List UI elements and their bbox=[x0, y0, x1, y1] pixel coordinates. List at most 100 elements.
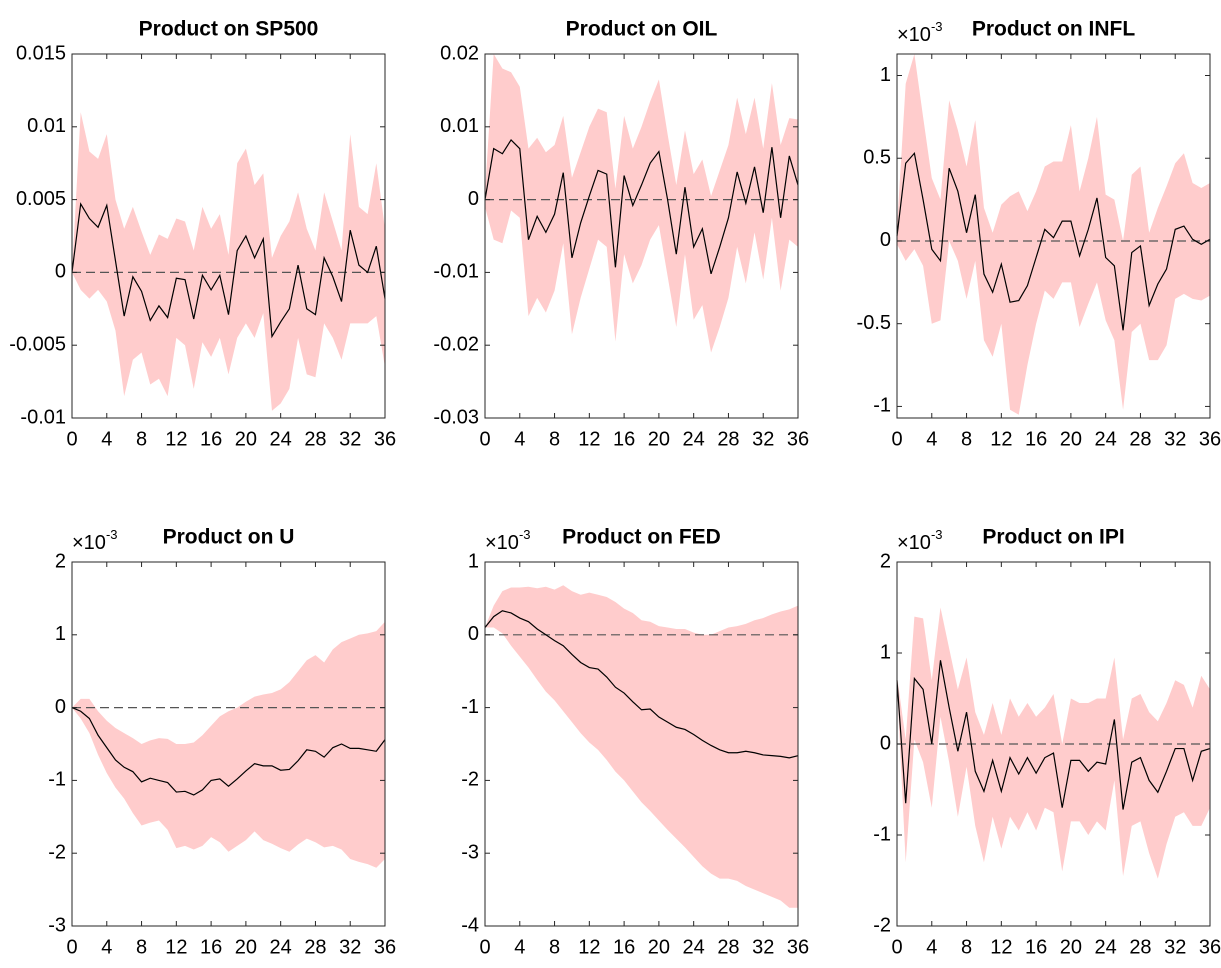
impulse-line bbox=[71, 202, 386, 339]
x-tick-label: 12 bbox=[165, 428, 187, 450]
x-tick-label: 36 bbox=[374, 428, 396, 450]
confidence-band bbox=[485, 54, 798, 353]
x-tick-label: 28 bbox=[717, 936, 739, 958]
x-tick-label: 4 bbox=[514, 428, 525, 450]
chart-title: Product on IPI bbox=[982, 526, 1124, 549]
x-tick-label: 16 bbox=[613, 428, 635, 450]
y-tick-label: 0 bbox=[55, 696, 66, 718]
x-tick-label: 36 bbox=[374, 936, 396, 958]
y-tick-label: -0.5 bbox=[857, 312, 891, 334]
confidence-band bbox=[485, 585, 798, 908]
x-tick-label: 32 bbox=[339, 428, 361, 450]
x-tick-label: 24 bbox=[1095, 936, 1117, 958]
y-tick-label: 0 bbox=[468, 623, 479, 645]
x-tick-label: 8 bbox=[136, 428, 147, 450]
chart-title: Product on SP500 bbox=[139, 18, 319, 41]
y-tick-label: 1 bbox=[880, 641, 891, 663]
x-tick-label: 16 bbox=[1025, 428, 1047, 450]
y-tick-label: 0 bbox=[55, 261, 66, 283]
axes-box bbox=[896, 53, 1211, 419]
x-tick-label: 4 bbox=[926, 936, 937, 958]
y-tick-label: 0.01 bbox=[27, 115, 66, 137]
x-tick-label: 0 bbox=[479, 428, 490, 450]
y-tick-label: 0 bbox=[880, 229, 891, 251]
y-tick-label: 0.005 bbox=[16, 188, 66, 210]
x-tick-label: 4 bbox=[926, 428, 937, 450]
x-tick-label: 4 bbox=[101, 428, 112, 450]
chart-title: Product on OIL bbox=[566, 18, 718, 41]
x-tick-label: 0 bbox=[891, 936, 902, 958]
axis-multiplier-base: ×10 bbox=[485, 532, 519, 554]
x-tick-label: 20 bbox=[235, 936, 257, 958]
impulse-line bbox=[71, 707, 386, 796]
x-tick-label: 0 bbox=[66, 936, 77, 958]
y-tick-label: -3 bbox=[461, 841, 479, 863]
x-tick-label: 12 bbox=[578, 428, 600, 450]
x-tick-label: 32 bbox=[1164, 428, 1186, 450]
x-tick-label: 28 bbox=[1129, 428, 1151, 450]
x-tick-label: 0 bbox=[891, 428, 902, 450]
axis-multiplier-exponent: -3 bbox=[106, 527, 118, 542]
confidence-band bbox=[72, 112, 385, 411]
impulse-line bbox=[484, 138, 799, 275]
confidence-band bbox=[72, 621, 385, 868]
y-tick-label: 2 bbox=[880, 550, 891, 572]
impulse-line bbox=[896, 151, 1211, 331]
confidence-band bbox=[897, 607, 1210, 879]
x-tick-label: 12 bbox=[165, 936, 187, 958]
x-tick-label: 16 bbox=[200, 936, 222, 958]
x-tick-label: 36 bbox=[1199, 936, 1221, 958]
axes-box bbox=[71, 561, 386, 927]
x-tick-label: 28 bbox=[1129, 936, 1151, 958]
x-tick-label: 28 bbox=[304, 428, 326, 450]
subplot: -0.03 -0.02 -0.01 0 0.01 0.02 0 4 8 12 16 20 24 28 32 3… bbox=[433, 18, 809, 451]
x-tick-label: 8 bbox=[961, 428, 972, 450]
x-tick-label: 36 bbox=[1199, 428, 1221, 450]
x-tick-label: 24 bbox=[270, 936, 292, 958]
x-tick-label: 28 bbox=[717, 428, 739, 450]
y-tick-label: -0.005 bbox=[9, 333, 66, 355]
axis-multiplier: ×10-3 bbox=[485, 527, 531, 554]
y-tick-label: -3 bbox=[48, 914, 66, 936]
y-tick-label: 1 bbox=[880, 64, 891, 86]
x-tick-label: 16 bbox=[1025, 936, 1047, 958]
chart-title: Product on FED bbox=[562, 526, 721, 549]
x-tick-label: 24 bbox=[683, 428, 705, 450]
y-tick-label: -0.01 bbox=[433, 261, 479, 283]
x-tick-label: 20 bbox=[235, 428, 257, 450]
y-tick-label: 0.01 bbox=[440, 115, 479, 137]
y-tick-label: -2 bbox=[461, 769, 479, 791]
x-tick-label: 12 bbox=[578, 936, 600, 958]
x-tick-label: 0 bbox=[66, 428, 77, 450]
y-tick-label: 0.015 bbox=[16, 42, 66, 64]
y-tick-label: -2 bbox=[873, 914, 891, 936]
x-tick-label: 4 bbox=[514, 936, 525, 958]
subplot: -0.01 -0.005 0 0.005 0.01 0.015 0 4 8 12 16 20 24 28 3… bbox=[9, 18, 396, 451]
y-tick-label: -1 bbox=[461, 696, 479, 718]
y-tick-label: -1 bbox=[873, 395, 891, 417]
impulse-line bbox=[484, 610, 799, 759]
y-tick-label: -2 bbox=[48, 841, 66, 863]
x-tick-label: 4 bbox=[101, 936, 112, 958]
x-tick-label: 20 bbox=[1060, 936, 1082, 958]
subplot: -4 -3 -2 -1 0 1 0 4 8 12 16 20 24 28 32 36 Product on FE… bbox=[461, 526, 809, 959]
y-tick-label: -0.02 bbox=[433, 333, 479, 355]
x-tick-label: 0 bbox=[479, 936, 490, 958]
axes-box bbox=[71, 53, 386, 419]
y-tick-label: 0 bbox=[468, 188, 479, 210]
y-tick-label: 0.02 bbox=[440, 42, 479, 64]
y-tick-label: 1 bbox=[468, 550, 479, 572]
axis-multiplier: ×10-3 bbox=[72, 527, 118, 554]
x-tick-label: 16 bbox=[613, 936, 635, 958]
x-tick-label: 20 bbox=[1060, 428, 1082, 450]
x-tick-label: 28 bbox=[304, 936, 326, 958]
y-tick-label: -4 bbox=[461, 914, 479, 936]
x-tick-label: 12 bbox=[990, 428, 1012, 450]
x-tick-label: 24 bbox=[1095, 428, 1117, 450]
axis-multiplier-exponent: -3 bbox=[519, 527, 531, 542]
y-tick-label: -1 bbox=[48, 769, 66, 791]
axis-multiplier: ×10-3 bbox=[897, 527, 943, 554]
axis-multiplier-base: ×10 bbox=[897, 532, 931, 554]
x-tick-label: 36 bbox=[787, 428, 809, 450]
